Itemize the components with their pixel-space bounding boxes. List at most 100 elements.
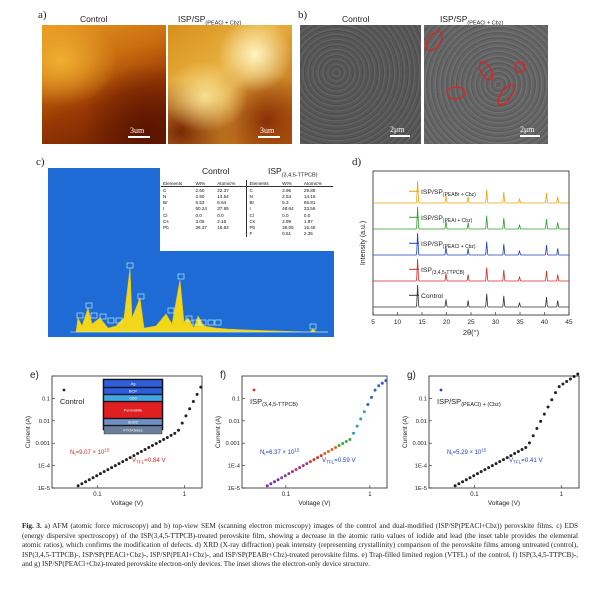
sclc-plot-frame xyxy=(51,375,203,489)
eds-table-cell: F xyxy=(249,231,253,237)
sclc-data-point xyxy=(117,462,121,466)
sclc-data-point xyxy=(457,482,461,486)
sclc-data-point xyxy=(173,431,177,435)
sclc-data-point xyxy=(341,441,345,445)
xrd-xtick-label: 10 xyxy=(394,319,402,326)
sclc-data-point xyxy=(298,466,302,470)
sclc-data-point xyxy=(272,480,276,484)
eds-table-cell: 50.24 xyxy=(195,206,207,212)
sclc-data-point xyxy=(513,452,517,456)
sclc-data-point xyxy=(524,446,528,450)
sclc-data-point xyxy=(287,472,291,476)
sclc-data-point xyxy=(102,470,106,474)
eds-spectrum xyxy=(70,262,328,333)
xrd-legend-sub: (3,4,5-TTPCB) xyxy=(432,270,465,276)
defect-marker xyxy=(497,84,515,106)
xrd-xlabel: 2θ(°) xyxy=(463,328,480,337)
sem-defect-markers xyxy=(425,30,526,106)
device-layer-label: SnO2 xyxy=(128,420,139,425)
sclc-ytick-label: 0.01 xyxy=(39,419,50,425)
xrd-series-line xyxy=(373,180,569,204)
sclc-data-point xyxy=(453,484,457,488)
eds-header-isp: ISP(3,4,5-TTPCB) xyxy=(268,166,317,179)
sclc-plot-frame xyxy=(428,375,580,489)
eds-table-cell: 22.37 xyxy=(215,186,248,194)
sclc-data-point xyxy=(121,460,125,464)
panel-b-title-isp: ISP/SP(PEACl + Cbz) xyxy=(440,14,503,27)
sclc-data-point xyxy=(561,382,565,386)
eds-table-cell: 14.15 xyxy=(303,193,316,199)
sclc-series-name: ISP/SP(PEACl) + (Cbz) xyxy=(437,397,501,408)
device-layer xyxy=(103,379,163,388)
panel-a-title-isp: ISP/SP(PEACl + Cbz) xyxy=(178,14,241,27)
eds-table-cell xyxy=(161,231,193,237)
sclc-data-point xyxy=(479,470,483,474)
sclc-data-point xyxy=(554,391,558,395)
eds-table-cell: 33.56 xyxy=(303,206,316,212)
sclc-data-point xyxy=(535,427,539,431)
eds-table-cell: Pb xyxy=(163,224,169,230)
panel-b-title-isp-sub: (PEACl + Cbz) xyxy=(467,20,504,27)
sclc-ytick-label: 1E-4 xyxy=(38,464,51,470)
device-layer xyxy=(103,418,163,426)
panel-letter: g) xyxy=(407,370,416,381)
sclc-series-name-sub: (3,4,5-TTPCB) xyxy=(262,402,298,408)
device-layer-label: Ag xyxy=(131,381,136,386)
eds-table-cell: Br xyxy=(249,200,255,206)
xrd-xtick-label: 5 xyxy=(371,319,375,326)
sclc-nt-exp: 15 xyxy=(481,448,487,453)
eds-col-header: Atomic% xyxy=(303,180,323,186)
sclc-ytick-label: 1E-5 xyxy=(415,486,427,492)
eds-table-cell xyxy=(215,230,248,237)
sclc-nt-symbol: N xyxy=(260,450,264,456)
eds-table-cell: 2.16 xyxy=(215,218,248,225)
eds-table-cell: 0.0 xyxy=(215,211,248,219)
device-layer-label: BCP xyxy=(129,389,138,394)
xrd-legend-sub: (PEABr + Cbz) xyxy=(443,192,476,198)
sclc-data-point xyxy=(377,384,381,388)
xrd-legend-name: Control xyxy=(421,293,443,300)
defect-marker xyxy=(446,86,466,100)
sclc-ytick-label: 0.001 xyxy=(35,441,50,447)
panel-a-label: a) xyxy=(38,9,47,21)
afm-control-scalebar xyxy=(128,136,150,138)
defect-marker xyxy=(425,30,443,52)
sclc-data-point xyxy=(162,437,166,441)
sclc-series-name: ISP(3,4,5-TTPCB) xyxy=(250,397,298,408)
sclc-data-point xyxy=(501,458,505,462)
sclc-chart-control: 0.1 0.01 0.001 1E-4 1E-5 0.1 1 Voltage (V) Curre… xyxy=(25,370,203,507)
sclc-vtfl-symbol: V xyxy=(322,457,327,464)
eds-table-row: C 2.60 22.37 C 3.96 29.88 xyxy=(161,186,333,194)
sclc-series-name: Control xyxy=(60,397,85,406)
eds-table-row: Br 5.53 6.64 Br 5.3 65.81 xyxy=(161,199,333,206)
sclc-nt-sub: t xyxy=(74,452,76,457)
sclc-data-point xyxy=(557,385,561,389)
sclc-vtfl-symbol: V xyxy=(132,457,137,464)
sclc-legend-marker xyxy=(439,388,443,392)
xrd-series-line xyxy=(373,232,569,256)
sclc-data-point xyxy=(366,403,370,407)
eds-table-header: Elements Wt% Atomic% Elements Wt% Atomic… xyxy=(161,180,333,187)
sclc-data-point xyxy=(344,439,348,443)
eds-col-header: Wt% xyxy=(282,180,292,186)
eds-table-cell: 0.0 xyxy=(303,212,311,218)
sclc-data-point xyxy=(95,474,99,478)
sclc-vtfl: VTFL=0.59 V xyxy=(322,457,357,465)
eds-table-row: N 2.50 14.54 N 2.54 14.15 xyxy=(161,193,333,200)
xrd-legend-label: ISP/SP(PEAI + Cbz) xyxy=(421,215,473,224)
sclc-ytick-label: 0.1 xyxy=(42,396,50,402)
afm-modified-scalebar xyxy=(258,136,280,138)
xrd-xtick-label: 20 xyxy=(443,319,451,326)
device-layer xyxy=(103,387,163,395)
sclc-xlabel: Voltage (V) xyxy=(488,500,520,507)
sclc-data-point xyxy=(113,464,117,468)
sclc-data-point xyxy=(498,460,502,464)
sclc-chart-ttpcb: 0.1 0.01 0.001 1E-4 1E-5 0.1 1 Voltage (V) Curre… xyxy=(215,370,388,507)
sclc-series-name-sub: (PEACl) + (Cbz) xyxy=(461,402,501,408)
sclc-nt-value: =6.37 × 10 xyxy=(266,450,295,456)
eds-table-cell: 2.54 xyxy=(282,193,292,199)
sclc-data-point xyxy=(380,381,384,385)
sclc-data-point xyxy=(84,480,88,484)
eds-header-isp-sub: (3,4,5-TTPCB) xyxy=(281,172,318,179)
sclc-data-point xyxy=(305,462,309,466)
